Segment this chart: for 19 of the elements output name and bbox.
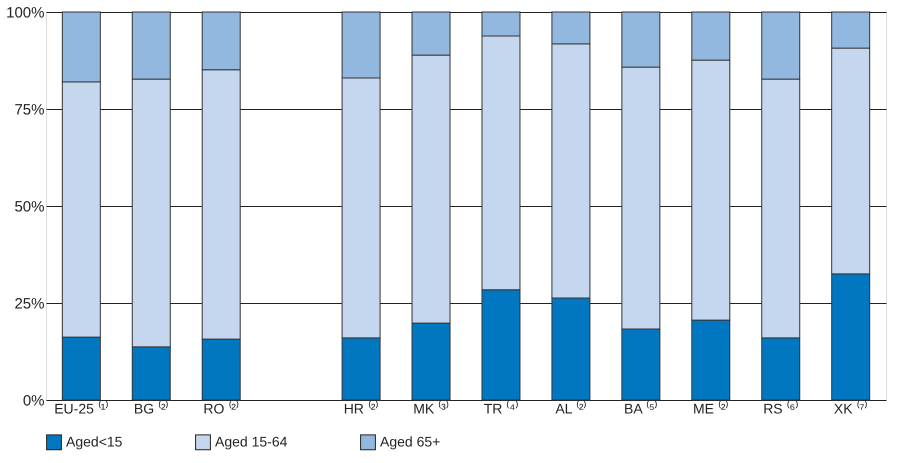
x-tick-label: BG ⁽²⁾ bbox=[134, 400, 169, 416]
x-tick-label: TR ⁽⁴⁾ bbox=[484, 400, 518, 416]
x-tick-label: MK ⁽³⁾ bbox=[413, 400, 449, 416]
x-tick-label: ME ⁽²⁾ bbox=[693, 400, 729, 416]
y-tick-label: 25% bbox=[14, 296, 44, 312]
legend-label: Aged 65+ bbox=[380, 433, 440, 450]
x-tick-label: AL ⁽²⁾ bbox=[555, 400, 586, 416]
x-tick-label: BA ⁽⁵⁾ bbox=[624, 400, 658, 416]
legend-label: Aged 15-64 bbox=[215, 433, 288, 450]
x-tick-label: RS ⁽⁶⁾ bbox=[763, 400, 798, 416]
y-tick-label: 100% bbox=[6, 4, 44, 22]
x-tick-label: RO ⁽²⁾ bbox=[203, 400, 239, 416]
y-tick-label: 75% bbox=[14, 102, 44, 118]
x-tick-label: HR ⁽²⁾ bbox=[344, 400, 378, 416]
legend-label: Aged<15 bbox=[66, 433, 123, 450]
x-tick-label: XK ⁽⁷⁾ bbox=[834, 400, 868, 416]
y-tick-label: 0% bbox=[22, 392, 44, 410]
x-tick-label: EU-25 ⁽¹⁾ bbox=[54, 400, 108, 416]
y-tick-label: 50% bbox=[14, 198, 44, 216]
